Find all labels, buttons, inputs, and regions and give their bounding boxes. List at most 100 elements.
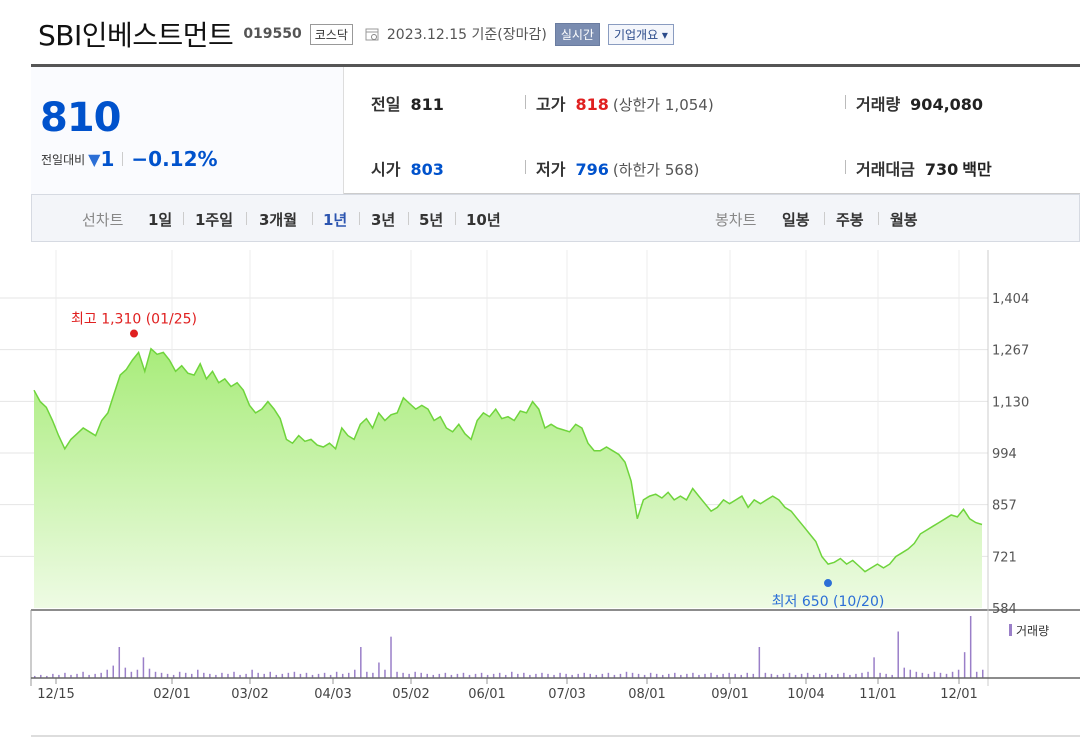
stat-sub: (하한가 568)	[612, 161, 700, 179]
volume-bar	[728, 672, 730, 678]
period-1d[interactable]: 1일	[148, 211, 173, 229]
candle-daily[interactable]: 일봉	[782, 211, 810, 229]
price-area	[34, 348, 982, 608]
volume-bar	[843, 672, 845, 678]
volume-bar	[933, 671, 936, 678]
period-3m[interactable]: 3개월	[259, 211, 298, 229]
stat-label: 시가	[371, 160, 401, 179]
volume-bar	[776, 674, 779, 678]
y-tick-label: 1,267	[992, 344, 1029, 359]
volume-bar	[360, 647, 362, 678]
divider	[525, 160, 526, 174]
volume-bar	[227, 673, 229, 678]
realtime-button[interactable]: 실시간	[554, 22, 600, 46]
y-tick-label: 1,130	[992, 395, 1029, 410]
volume-bar	[800, 673, 803, 678]
period-10y[interactable]: 10년	[466, 211, 501, 229]
divider	[455, 212, 456, 225]
volume-bar	[148, 668, 151, 678]
company-overview-button[interactable]: 기업개요 ▾	[607, 23, 674, 45]
volume-bar	[136, 669, 139, 678]
divider	[525, 95, 526, 109]
volume-bar	[565, 673, 567, 678]
volume-bar	[197, 669, 199, 678]
stat-label: 고가	[536, 95, 566, 114]
volume-bar	[118, 647, 121, 678]
period-1w[interactable]: 1주일	[195, 211, 234, 229]
volume-bar	[631, 672, 634, 678]
volume-bar	[969, 616, 972, 678]
volume-bar	[40, 674, 42, 678]
volume-bar	[184, 672, 187, 678]
volume-bar	[58, 674, 60, 678]
stat-value: 904,080	[910, 95, 984, 114]
period-1y[interactable]: 1년	[323, 211, 348, 229]
volume-bar	[52, 673, 54, 678]
x-tick-label: 07/03	[548, 687, 585, 702]
volume-bar	[64, 672, 66, 678]
candle-weekly[interactable]: 주봉	[836, 211, 864, 229]
calendar-icon	[365, 28, 379, 41]
volume-bar	[794, 674, 797, 678]
volume-bar	[504, 674, 507, 678]
volume-bar	[46, 675, 48, 678]
current-price: 810	[40, 95, 121, 141]
volume-bar	[221, 672, 223, 678]
volume-bar	[498, 672, 501, 678]
volume-bar	[963, 652, 966, 678]
volume-bar	[154, 671, 157, 678]
stat-label: 전일	[371, 95, 401, 114]
divider	[878, 212, 879, 225]
volume-bar	[517, 673, 519, 678]
volume-bar	[323, 672, 326, 678]
divider	[845, 160, 846, 174]
volume-bar	[752, 673, 755, 678]
x-tick-label: 11/01	[859, 687, 896, 702]
volume-bar	[625, 671, 628, 678]
stat-value: 803	[410, 160, 444, 179]
high-annotation: 최고 1,310 (01/25)	[71, 312, 197, 328]
y-tick-label: 857	[992, 499, 1017, 514]
volume-bar	[94, 673, 96, 678]
volume-bar	[275, 674, 278, 678]
volume-bar	[239, 674, 241, 678]
volume-bar	[299, 673, 302, 678]
period-3y[interactable]: 3년	[371, 211, 396, 229]
volume-bar	[209, 673, 211, 678]
volume-bar	[100, 672, 102, 678]
volume-bar	[88, 674, 90, 678]
price-line	[33, 347, 983, 573]
volume-bar	[166, 673, 169, 678]
change-value: 1	[100, 147, 115, 171]
x-tick-label: 04/03	[314, 687, 351, 702]
volume-bar	[674, 672, 676, 678]
volume-bar	[619, 673, 622, 678]
volume-bar	[432, 674, 435, 678]
volume-bar	[124, 667, 127, 678]
volume-bar	[535, 673, 537, 678]
volume-bar	[444, 672, 447, 678]
volume-bar	[927, 673, 930, 678]
volume-bar	[909, 669, 912, 678]
volume-bar	[867, 671, 869, 678]
stat-sub: (상한가 1,054)	[612, 96, 714, 114]
period-selector: 선차트 1일 1주일 3개월 1년 3년 5년 10년 봉차트 일봉 주봉 월봉	[31, 194, 1080, 242]
stat-value: 811	[410, 95, 444, 114]
period-5y[interactable]: 5년	[419, 211, 444, 229]
volume-bar	[812, 674, 815, 678]
divider	[408, 212, 409, 225]
x-tick-label: 02/01	[153, 687, 190, 702]
stat-low: 저가 796 (하한가 568)	[536, 156, 699, 180]
volume-bar	[251, 669, 253, 678]
volume-bar	[668, 673, 670, 678]
divider	[312, 212, 313, 225]
volume-bar	[734, 673, 736, 678]
volume-bar	[402, 672, 404, 678]
change-label: 전일대비	[41, 152, 86, 167]
stat-high: 고가 818 (상한가 1,054)	[536, 91, 714, 115]
volume-bar	[462, 672, 465, 678]
volume-bar	[921, 672, 924, 678]
candle-monthly[interactable]: 월봉	[890, 211, 918, 229]
volume-bar	[716, 674, 718, 678]
volume-legend: 거래량	[1016, 624, 1049, 638]
